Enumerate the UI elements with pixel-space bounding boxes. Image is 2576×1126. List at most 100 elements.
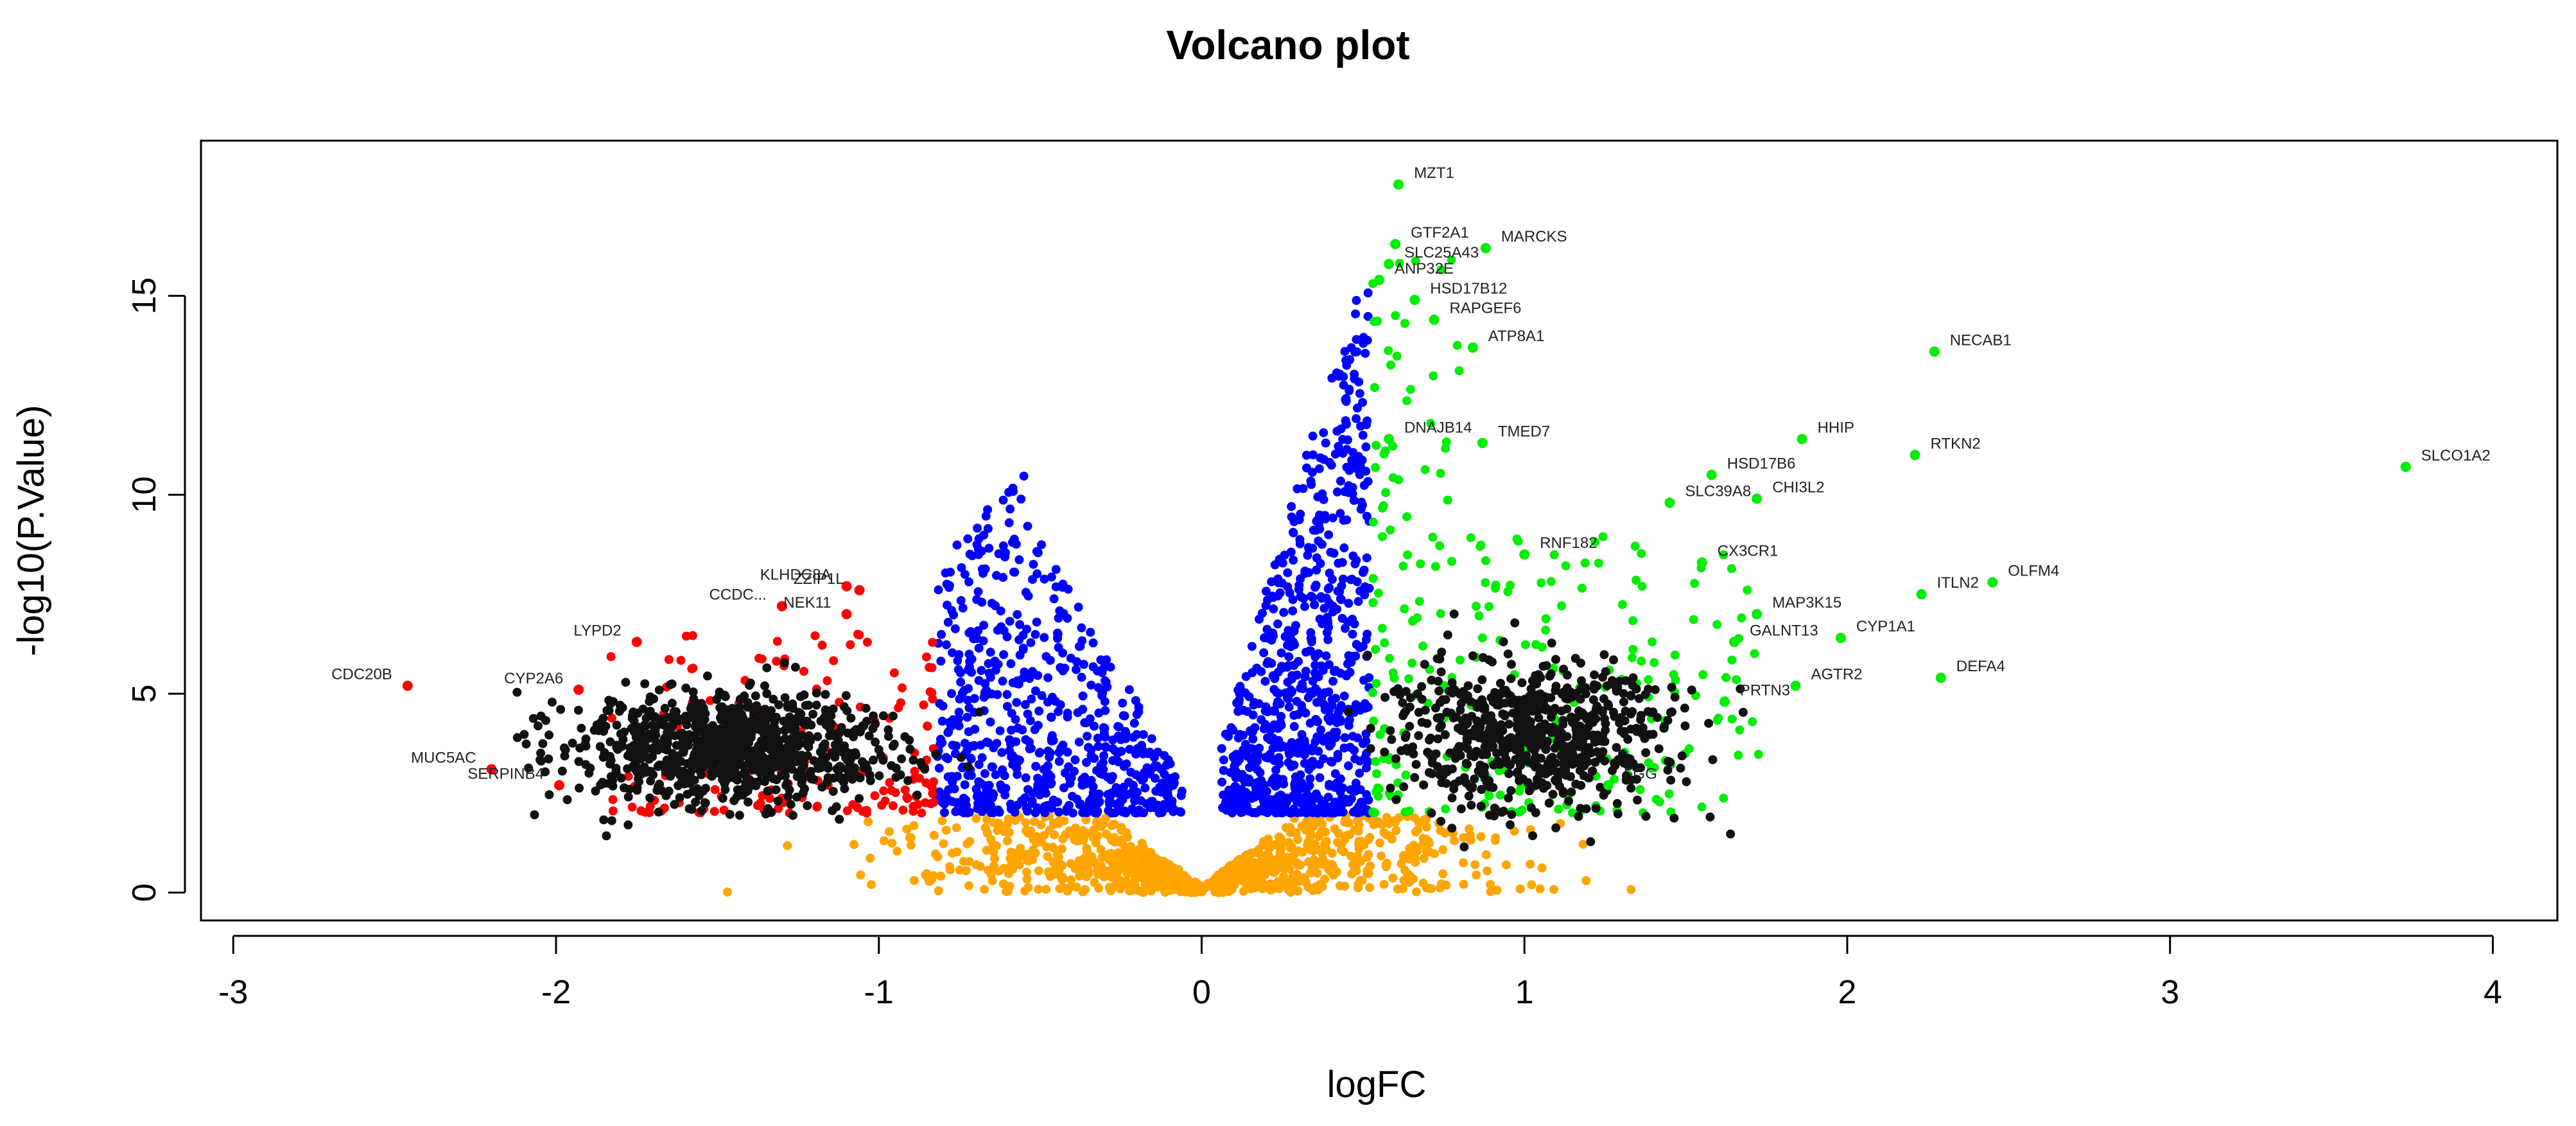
overplotted-label-mark: [1440, 730, 1450, 739]
point-significant-small-fc: [1233, 772, 1243, 782]
point-up-regulated: [1484, 791, 1494, 800]
overplotted-label-mark: [749, 710, 759, 720]
point-down-regulated: [810, 631, 820, 640]
overplotted-label-mark: [1514, 757, 1524, 766]
point-significant-small-fc: [1040, 808, 1050, 818]
point-significant-small-fc: [1041, 788, 1050, 798]
point-significant-small-fc: [1328, 513, 1337, 523]
gene-label: CHI3L2: [1772, 479, 1824, 496]
point-significant-small-fc: [1337, 581, 1346, 591]
point-significant-small-fc: [1033, 671, 1043, 680]
point-down-regulated: [870, 791, 880, 800]
point-significant-small-fc: [1090, 753, 1099, 763]
point-up-regulated: [1646, 764, 1656, 773]
point-significant-small-fc: [1284, 702, 1294, 712]
overplotted-label-mark: [654, 685, 664, 695]
point-significant-small-fc: [1301, 785, 1311, 795]
point-significant-small-fc: [963, 696, 973, 705]
overplotted-label-mark: [1447, 823, 1457, 833]
point-nonsignificant: [1472, 870, 1481, 880]
overplotted-label-mark: [1576, 694, 1585, 704]
point-nonsignificant: [867, 880, 876, 890]
overplotted-label-mark: [1458, 716, 1467, 726]
overplotted-label-mark: [1738, 708, 1748, 717]
point-up-regulated: [1689, 615, 1698, 624]
point-nonsignificant: [1383, 817, 1393, 827]
point-nonsignificant: [1344, 818, 1353, 828]
overplotted-label-mark: [763, 786, 772, 796]
overplotted-label-mark: [1547, 712, 1556, 722]
point-nonsignificant: [1066, 875, 1075, 884]
point-significant-small-fc: [1139, 774, 1148, 784]
point-significant-small-fc: [1090, 721, 1099, 731]
point-nonsignificant: [1436, 826, 1445, 835]
gene-label: CYP1A1: [1856, 618, 1915, 635]
point-up-regulated: [1385, 653, 1395, 663]
overplotted-label-mark: [1436, 816, 1446, 826]
point-nonsignificant: [1111, 863, 1121, 872]
point-down-regulated: [909, 807, 918, 816]
point-nonsignificant: [909, 821, 919, 831]
overplotted-label-mark: [891, 773, 901, 782]
point-up-regulated: [1474, 611, 1484, 620]
point-nonsignificant: [866, 854, 875, 863]
point-significant-small-fc: [1239, 807, 1248, 816]
overplotted-label-mark: [702, 671, 712, 681]
point-up-regulated: [1712, 620, 1722, 629]
point-down-regulated: [898, 683, 907, 692]
overplotted-label-mark: [769, 694, 778, 704]
point-nonsignificant: [1379, 879, 1389, 889]
overplotted-label-mark: [606, 756, 616, 765]
overplotted-label-mark: [1380, 747, 1389, 757]
overplotted-label-mark: [767, 706, 776, 716]
overplotted-label-mark: [1441, 779, 1451, 788]
overplotted-label-mark: [1581, 689, 1590, 699]
point-significant-small-fc: [1014, 555, 1024, 565]
point-significant-small-fc: [1040, 633, 1049, 642]
point-significant-small-fc: [1033, 548, 1043, 558]
point-up-regulated: [1436, 469, 1445, 478]
overplotted-label-mark: [1596, 782, 1605, 792]
point-up-regulated: [1371, 462, 1380, 472]
point-significant-small-fc: [1219, 755, 1228, 765]
point-nonsignificant: [1411, 858, 1420, 867]
point-significant-small-fc: [1282, 793, 1292, 803]
point-significant-small-fc: [1313, 717, 1323, 726]
overplotted-label-mark: [1544, 798, 1554, 808]
point-significant-small-fc: [1283, 568, 1292, 577]
point-significant-small-fc: [1319, 604, 1329, 613]
point-significant-small-fc: [967, 667, 977, 677]
overplotted-label-mark: [733, 785, 742, 795]
point-nonsignificant: [1510, 827, 1519, 836]
point-significant-small-fc: [1341, 397, 1351, 406]
point-significant-small-fc: [1324, 660, 1334, 669]
point-significant-small-fc: [1319, 495, 1328, 504]
point-nonsignificant: [989, 847, 998, 857]
overplotted-label-mark: [1708, 755, 1718, 764]
overplotted-label-mark: [836, 726, 846, 735]
overplotted-label-mark: [883, 725, 893, 735]
point-significant-small-fc: [983, 689, 993, 699]
point-significant-small-fc: [958, 603, 968, 613]
overplotted-label-mark: [645, 793, 655, 803]
point-significant-small-fc: [1342, 462, 1352, 472]
point-significant-small-fc: [1239, 705, 1248, 715]
point-up-regulated: [1481, 578, 1490, 588]
point-significant-small-fc: [1054, 707, 1063, 716]
overplotted-label-mark: [1492, 700, 1502, 710]
point-significant-small-fc: [1078, 691, 1088, 701]
point-significant-small-fc: [998, 495, 1008, 505]
point-nonsignificant: [1353, 851, 1362, 861]
overplotted-label-mark: [512, 687, 522, 697]
overplotted-label-mark: [1472, 747, 1482, 757]
point-significant-small-fc: [1287, 502, 1296, 511]
point-nonsignificant: [1240, 852, 1250, 861]
overplotted-label-mark: [574, 705, 583, 715]
point-up-regulated: [1377, 532, 1387, 541]
point-up-regulated: [1750, 649, 1759, 658]
point-significant-small-fc: [1262, 659, 1272, 669]
point-significant-small-fc: [1327, 695, 1337, 705]
point-nonsignificant: [1122, 881, 1132, 890]
point-significant-small-fc: [1338, 574, 1348, 584]
point-nonsignificant: [1057, 844, 1066, 854]
